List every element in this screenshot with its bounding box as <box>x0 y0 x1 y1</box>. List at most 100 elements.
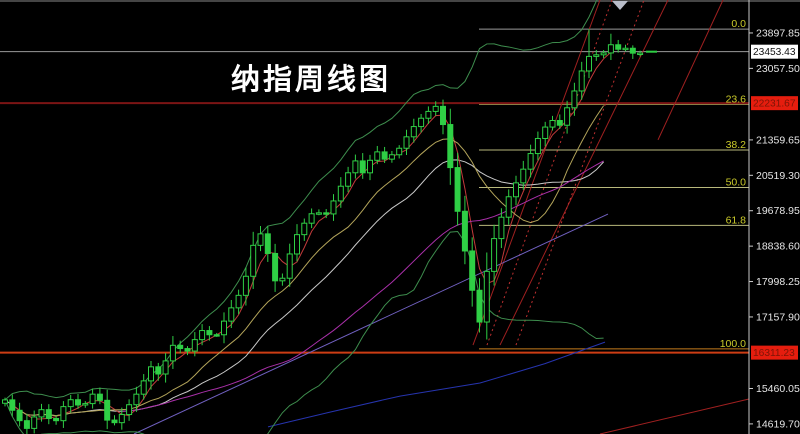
candle-body <box>61 407 66 421</box>
candle-body <box>214 335 219 336</box>
candle-body <box>324 213 329 214</box>
candle-body <box>601 53 606 55</box>
candle-body <box>10 400 15 410</box>
candle-body <box>433 106 438 111</box>
candle-body <box>200 331 205 340</box>
candle-body <box>149 367 154 381</box>
candle-body <box>499 217 504 238</box>
candle-body <box>477 290 482 322</box>
candle-body <box>389 155 394 159</box>
candle-body <box>178 345 183 348</box>
candle-body <box>185 349 190 351</box>
candle-body <box>579 71 584 91</box>
candle-body <box>273 253 278 280</box>
candle-body <box>170 345 175 361</box>
candle-body <box>528 154 533 170</box>
candle-body <box>565 108 570 125</box>
candle-body <box>353 161 358 173</box>
candle-body <box>309 214 314 223</box>
candle-body <box>550 121 555 128</box>
candle-body <box>280 278 285 281</box>
candle-body <box>455 168 460 212</box>
price-badge-label: 23453.43 <box>753 47 796 58</box>
candle-body <box>3 400 8 403</box>
candle-body <box>68 400 73 407</box>
candle-body <box>295 235 300 254</box>
candle-body <box>587 56 592 71</box>
candle-body <box>119 415 124 423</box>
axis-label: 18838.60 <box>756 241 800 253</box>
candle-body <box>192 340 197 351</box>
fib-label: 100.0 <box>720 338 746 350</box>
axis-label: 21359.65 <box>756 134 800 146</box>
candle-body <box>368 160 373 173</box>
candle-body <box>543 127 548 138</box>
axis-label: 17998.25 <box>756 276 800 288</box>
candle-body <box>222 321 227 335</box>
price-badge-label: 16311.23 <box>753 348 795 359</box>
candle-body <box>105 400 110 420</box>
ma-red <box>12 52 611 419</box>
candle-body <box>572 91 577 108</box>
lower-red-trendline <box>600 399 749 434</box>
candle-body <box>127 405 132 415</box>
candle-body <box>331 201 336 214</box>
axis-label: 17157.90 <box>756 311 800 323</box>
axis-label: 23897.85 <box>756 27 800 39</box>
candle-body <box>90 394 95 403</box>
candle-body <box>24 421 29 429</box>
candle-body <box>302 223 307 234</box>
ma-yellow <box>20 106 604 416</box>
candle-body <box>134 394 139 405</box>
candle-body <box>265 234 270 254</box>
candle-body <box>375 152 380 160</box>
axis-label: 23057.50 <box>756 63 800 75</box>
bollinger-middle <box>5 160 604 416</box>
candle-body <box>492 239 497 272</box>
candle-body <box>360 161 365 173</box>
candle-body <box>251 245 256 276</box>
candle-body <box>316 213 321 214</box>
candle-body <box>521 169 526 183</box>
candle-body <box>287 254 292 278</box>
fib-label: 50.0 <box>726 177 747 189</box>
candle-body <box>54 418 59 420</box>
candle-body <box>17 410 22 420</box>
fib-label: 61.8 <box>726 214 747 226</box>
candle-body <box>594 55 599 57</box>
candle-body <box>229 308 234 321</box>
candle-body <box>39 410 44 417</box>
candle-body <box>419 118 424 126</box>
triangle-marker <box>612 1 628 10</box>
candle-body <box>243 276 248 295</box>
axis-label: 15460.05 <box>756 383 800 395</box>
chart-window: 0.023.638.250.061.8100.023897.8523057.50… <box>0 0 800 434</box>
candle-body <box>462 211 467 251</box>
candle-body <box>258 234 263 245</box>
candle-body <box>397 148 402 155</box>
candle-body <box>441 106 446 124</box>
candle-body <box>156 367 161 374</box>
candle-body <box>382 152 387 159</box>
candle-body <box>207 331 212 335</box>
candle-body <box>535 138 540 153</box>
candle-body <box>76 400 81 405</box>
candle-body <box>404 137 409 148</box>
axis-label: 20519.30 <box>756 170 800 182</box>
candle-body <box>506 197 511 217</box>
candlestick-chart[interactable]: 0.023.638.250.061.8100.023897.8523057.50… <box>0 0 800 434</box>
candle-body <box>112 420 117 423</box>
candle-body <box>32 417 37 428</box>
candle-body <box>557 121 562 126</box>
candle-body <box>236 295 241 308</box>
axis-label: 19678.95 <box>756 205 800 217</box>
candle-body <box>346 173 351 186</box>
candle-body <box>630 48 635 53</box>
candle-body <box>470 251 475 290</box>
candle-body <box>83 404 88 405</box>
candle-body <box>514 183 519 197</box>
candle-body <box>97 394 102 400</box>
fib-label: 0.0 <box>731 18 746 30</box>
candle-body <box>638 53 643 54</box>
candle-body <box>411 127 416 137</box>
